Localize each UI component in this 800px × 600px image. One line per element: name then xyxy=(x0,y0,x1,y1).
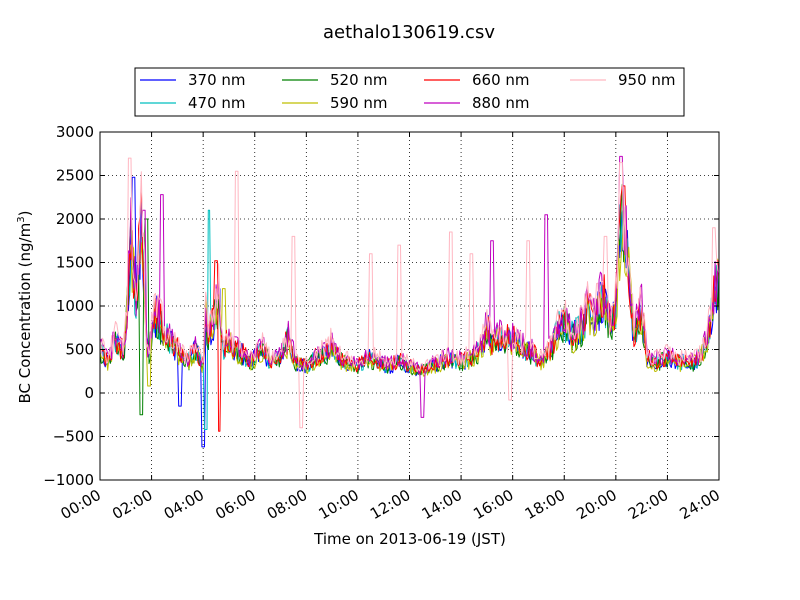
y-axis-label: BC Concentration (ng/m3) xyxy=(16,211,34,404)
y-axis-label-superscript: 3 xyxy=(16,216,27,222)
legend-items: 370 nm 470 nm 520 nm 590 nm 660 nm 880 nm 950 … xyxy=(140,71,676,112)
legend-item: 880 nm xyxy=(424,94,530,112)
legend-item: 520 nm xyxy=(282,71,388,89)
legend-label: 520 nm xyxy=(330,71,388,89)
y-tick-label: 2000 xyxy=(56,210,94,228)
x-tick-label: 02:00 xyxy=(109,486,155,523)
x-tick-label: 10:00 xyxy=(315,486,361,523)
y-tick-label: 1000 xyxy=(56,297,94,315)
x-tick-label: 22:00 xyxy=(625,486,671,523)
y-tick-labels: −1000 −500 0 500 1000 1500 2000 2500 3000 xyxy=(43,123,94,489)
legend-label: 370 nm xyxy=(188,71,246,89)
legend-item: 590 nm xyxy=(282,94,388,112)
legend-label: 880 nm xyxy=(472,94,530,112)
y-tick-label: 2500 xyxy=(56,167,94,185)
y-tick-label: −1000 xyxy=(43,471,94,489)
series-lines xyxy=(99,155,720,448)
x-tick-labels: 00:00 02:00 04:00 06:00 08:00 10:00 12:00 14:00… xyxy=(58,486,723,523)
x-axis-label: Time on 2013-06-19 (JST) xyxy=(313,530,506,548)
x-tick-label: 08:00 xyxy=(264,486,310,523)
y-axis-label-main: BC Concentration (ng/m xyxy=(16,223,34,404)
y-tick-label: 3000 xyxy=(56,123,94,141)
x-tick-label: 12:00 xyxy=(367,486,413,523)
x-tick-label: 14:00 xyxy=(419,486,465,523)
legend-item: 950 nm xyxy=(570,71,676,89)
series-line-950-nm xyxy=(99,157,720,429)
x-tick-label: 00:00 xyxy=(58,486,104,523)
chart-title: aethalo130619.csv xyxy=(323,22,495,43)
legend-label: 470 nm xyxy=(188,94,246,112)
y-tick-label: 0 xyxy=(84,384,94,402)
legend: 370 nm 470 nm 520 nm 590 nm 660 nm 880 nm 950 … xyxy=(134,67,685,117)
y-tick-label: 1500 xyxy=(56,254,94,272)
y-tick-label: 500 xyxy=(65,341,94,359)
legend-item: 660 nm xyxy=(424,71,530,89)
x-tick-label: 16:00 xyxy=(470,486,516,523)
series-line-880-nm xyxy=(99,155,720,418)
y-tick-label: −500 xyxy=(53,428,94,446)
legend-box xyxy=(134,67,685,117)
legend-label: 590 nm xyxy=(330,94,388,112)
legend-label: 950 nm xyxy=(618,71,676,89)
x-tick-label: 24:00 xyxy=(677,486,723,523)
legend-item: 470 nm xyxy=(140,94,246,112)
legend-label: 660 nm xyxy=(472,71,530,89)
grid-lines xyxy=(99,131,720,481)
x-tick-label: 20:00 xyxy=(573,486,619,523)
x-tick-label: 04:00 xyxy=(161,486,207,523)
legend-item: 370 nm xyxy=(140,71,246,89)
y-axis-label-close: ) xyxy=(16,211,34,217)
x-tick-label: 06:00 xyxy=(212,486,258,523)
x-tick-label: 18:00 xyxy=(522,486,568,523)
axis-ticks xyxy=(99,131,720,481)
